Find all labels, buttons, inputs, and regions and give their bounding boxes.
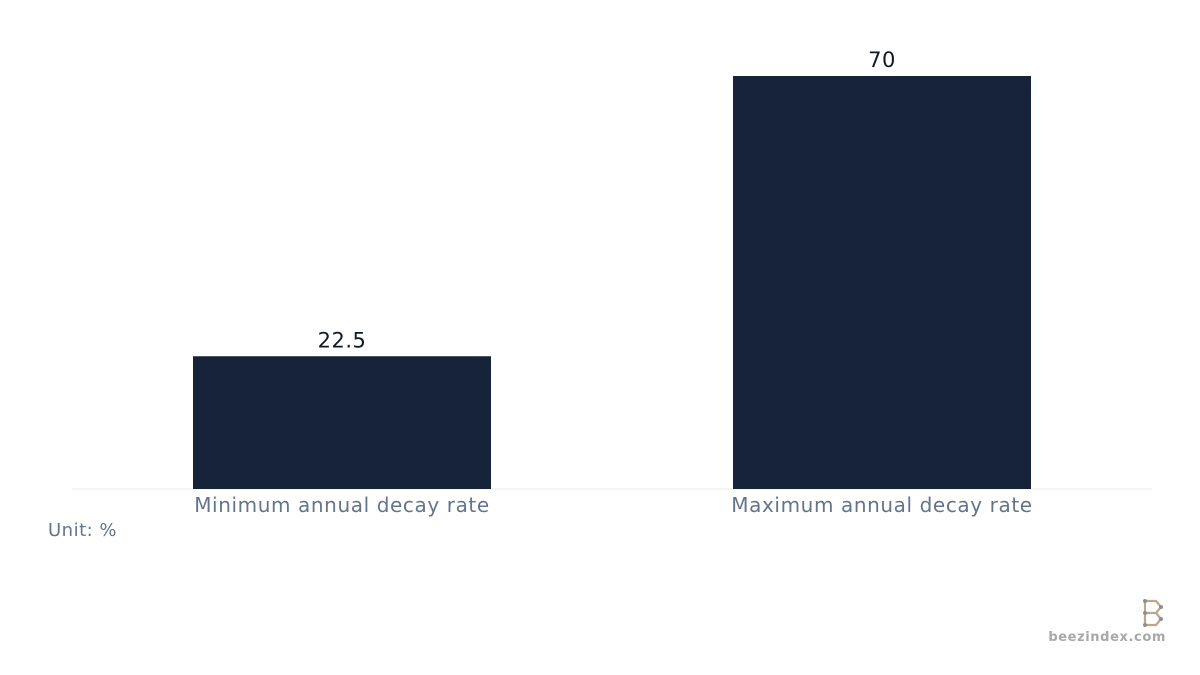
beezindex-logo-icon [1143, 599, 1163, 627]
value-labels-layer: 22.5 70 [318, 48, 896, 352]
category-labels-layer: Minimum annual decay rate Maximum annual … [194, 493, 1032, 517]
bar-value-label-1: 22.5 [318, 328, 367, 352]
bar-2 [733, 76, 1031, 489]
category-label-1: Minimum annual decay rate [194, 493, 490, 517]
bars-layer [193, 76, 1031, 489]
brand-watermark: beezindex.com [1046, 598, 1166, 650]
bar-value-label-2: 70 [868, 48, 896, 72]
bar-1 [193, 356, 491, 489]
category-label-2: Maximum annual decay rate [731, 493, 1032, 517]
brand-name: beezindex.com [1048, 630, 1166, 645]
unit-label: Unit: % [48, 520, 118, 541]
